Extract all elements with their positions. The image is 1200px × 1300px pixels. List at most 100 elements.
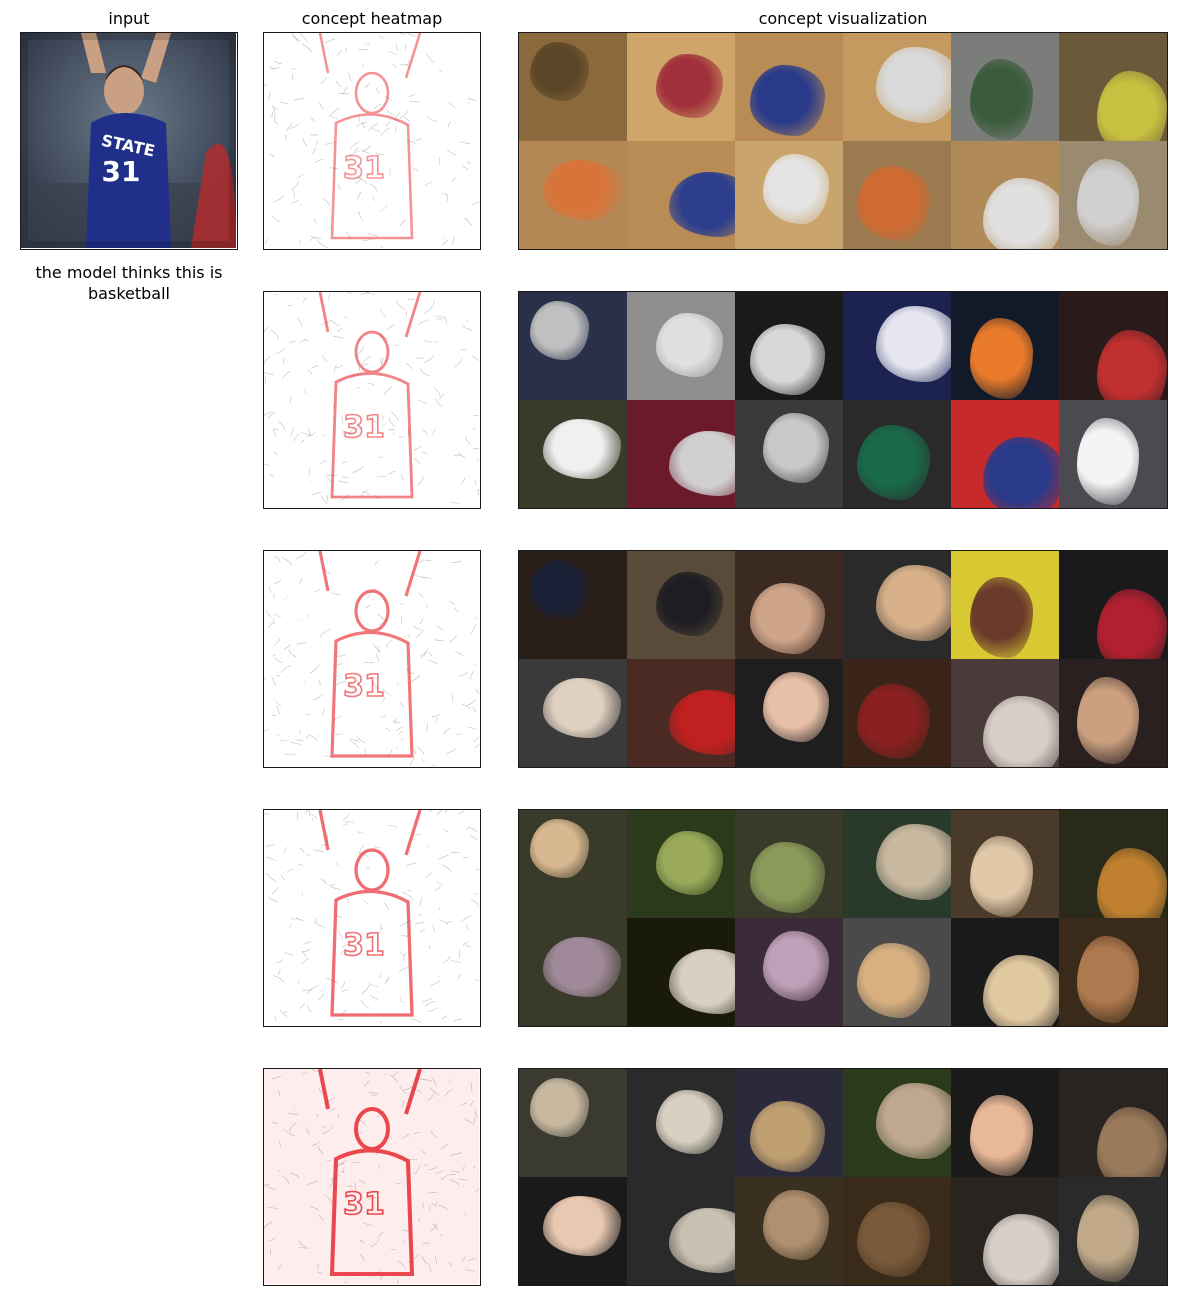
concept-example-tile [951, 400, 1059, 508]
svg-text:31: 31 [343, 669, 385, 704]
input-column-title: input [108, 9, 150, 28]
highlighted-region [656, 312, 724, 378]
concept-example-tile [627, 551, 735, 659]
concept-visualization-clustered-patterns [518, 1068, 1168, 1286]
concept-example-tile [519, 659, 627, 767]
concept-example-tile [519, 292, 627, 400]
concept-example-tile [735, 918, 843, 1026]
concept-example-tile [1059, 141, 1167, 249]
highlighted-region [750, 1101, 825, 1172]
concept-example-tile [519, 400, 627, 508]
highlighted-region [1077, 418, 1139, 505]
heatmap-svg: 31 [264, 1069, 479, 1284]
concept-example-tile [1059, 33, 1167, 141]
concept-example-tile [627, 141, 735, 249]
highlighted-region [750, 842, 825, 913]
concept-example-tile [951, 1069, 1059, 1177]
highlighted-region [750, 324, 825, 395]
concept-example-tile [843, 292, 951, 400]
highlighted-region [669, 949, 735, 1015]
heatmap-svg: 31 [264, 551, 479, 766]
concept-example-tile [735, 659, 843, 767]
concept-heatmap-sports-uniforms: 31 [263, 291, 481, 509]
highlighted-region [970, 317, 1034, 399]
concept-example-tile [627, 1069, 735, 1177]
highlighted-region [1077, 1195, 1139, 1282]
highlighted-region [529, 818, 590, 879]
concept-example-tile [1059, 918, 1167, 1026]
highlighted-region [542, 419, 621, 479]
highlighted-region [970, 835, 1034, 917]
concept-example-tile [519, 1177, 627, 1285]
concept-example-tile [951, 810, 1059, 918]
concept-visualization-basketball-court [518, 32, 1168, 250]
highlighted-region [529, 559, 590, 620]
concept-example-tile [843, 1177, 951, 1285]
highlighted-region [542, 1196, 621, 1256]
highlighted-region [669, 1208, 735, 1274]
concept-example-tile [735, 551, 843, 659]
highlighted-region [857, 165, 931, 242]
concept-example-tile [1059, 810, 1167, 918]
highlighted-region [983, 695, 1059, 767]
svg-text:31: 31 [343, 928, 385, 963]
concept-heatmap-basketball-court: 31 [263, 32, 481, 250]
heatmap-svg: 31 [264, 33, 479, 248]
highlighted-region [876, 824, 951, 900]
concept-example-tile [1059, 1069, 1167, 1177]
highlighted-region [876, 1083, 951, 1159]
concept-example-tile [843, 400, 951, 508]
highlighted-region [1096, 70, 1167, 141]
concept-example-tile [627, 810, 735, 918]
concept-example-tile [1059, 292, 1167, 400]
highlighted-region [1096, 847, 1167, 918]
concept-example-tile [627, 33, 735, 141]
highlighted-region [529, 41, 590, 102]
basketball-player-illustration: STATE 31 [21, 33, 236, 248]
concept-example-tile [951, 33, 1059, 141]
highlighted-region [542, 678, 621, 738]
concept-example-tile [1059, 551, 1167, 659]
concept-example-tile [519, 33, 627, 141]
highlighted-region [983, 1213, 1059, 1285]
highlighted-region [970, 576, 1034, 658]
prediction-caption: the model thinks this is basketball [35, 263, 223, 303]
highlighted-region [656, 1089, 724, 1155]
concept-example-tile [1059, 400, 1167, 508]
concept-visualization-sports-uniforms [518, 291, 1168, 509]
concept-visualization-faces [518, 550, 1168, 768]
heatmap-svg: 31 [264, 810, 479, 1023]
concept-example-tile [735, 292, 843, 400]
concept-example-tile [519, 141, 627, 249]
highlighted-region [1077, 936, 1139, 1023]
highlighted-region [857, 683, 931, 760]
concept-heatmap-organic-textures: 31 [263, 809, 481, 1027]
concept-example-tile [735, 141, 843, 249]
highlighted-region [656, 571, 724, 637]
concept-example-tile [951, 1177, 1059, 1285]
highlighted-region [542, 160, 621, 220]
concept-example-tile [843, 33, 951, 141]
highlighted-region [529, 1077, 590, 1138]
concept-example-tile [843, 1069, 951, 1177]
concept-example-tile [735, 1177, 843, 1285]
concept-example-tile [951, 141, 1059, 249]
highlighted-region [970, 58, 1034, 140]
concept-example-tile [951, 659, 1059, 767]
concept-example-tile [627, 292, 735, 400]
highlighted-region [857, 424, 931, 501]
concept-example-tile [735, 400, 843, 508]
highlighted-region [857, 942, 931, 1019]
concept-visualization-organic-textures [518, 809, 1168, 1027]
highlighted-region [1096, 329, 1167, 400]
concept-example-tile [627, 1177, 735, 1285]
highlighted-region [857, 1201, 931, 1278]
highlighted-region [983, 954, 1059, 1026]
highlighted-region [763, 930, 829, 1002]
highlighted-region [542, 937, 621, 997]
highlighted-region [763, 671, 829, 743]
highlighted-region [1096, 1106, 1167, 1177]
concept-heatmap-clustered-patterns: 31 [263, 1068, 481, 1286]
highlighted-region [970, 1094, 1034, 1176]
concept-example-tile [1059, 659, 1167, 767]
